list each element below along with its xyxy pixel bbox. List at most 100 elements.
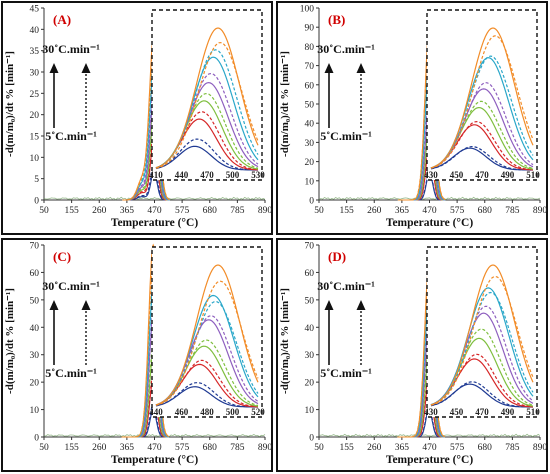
x-tick-label: 260 xyxy=(367,206,382,216)
solid-arrow-head xyxy=(324,300,334,310)
y-tick-label: 100 xyxy=(300,5,315,15)
y-tick-label: 15 xyxy=(30,133,40,143)
inset-x-tick-label: 470 xyxy=(475,407,489,417)
y-tick-label: 5 xyxy=(34,175,39,185)
x-tick-label: 260 xyxy=(92,443,107,453)
solid-arrow-head xyxy=(49,300,59,310)
x-tick-label: 260 xyxy=(367,443,382,453)
y-axis-label: -d(m/m₀)/dt % [min⁻¹] xyxy=(4,288,16,394)
inset-x-tick-label: 480 xyxy=(200,407,214,417)
rate-low-label: 5˚C.min⁻¹ xyxy=(320,129,372,143)
y-tick-label: 30 xyxy=(305,351,315,361)
x-tick-label: 680 xyxy=(478,206,493,216)
y-tick-label: 70 xyxy=(305,62,315,72)
inset-x-tick-label: 500 xyxy=(226,407,240,417)
panel-letter: (D) xyxy=(328,249,346,264)
chart-panel-d: 0 10 20 30 40 50 60 70 50 155 260 365 470 575 680 785 89… xyxy=(276,238,548,472)
x-tick-label: 785 xyxy=(230,443,245,453)
rate-high-label: 30˚C.min⁻¹ xyxy=(317,42,375,56)
y-tick-label: 40 xyxy=(305,120,315,130)
panel-letter: (B) xyxy=(328,12,345,27)
series-line xyxy=(397,279,445,438)
x-tick-label: 680 xyxy=(203,443,218,453)
dotted-arrow-head xyxy=(356,300,366,310)
x-tick-label: 155 xyxy=(340,206,355,216)
x-tick-label: 785 xyxy=(230,206,245,216)
x-tick-label: 50 xyxy=(314,443,324,453)
x-tick-label: 50 xyxy=(314,206,324,216)
y-tick-label: 45 xyxy=(30,5,40,15)
dotted-arrow-head xyxy=(81,63,91,73)
inset-x-tick-label: 430 xyxy=(424,170,438,180)
rate-low-label: 5˚C.min⁻¹ xyxy=(45,366,97,380)
y-tick-label: 70 xyxy=(305,242,315,252)
y-tick-label: 0 xyxy=(34,434,39,444)
y-tick-label: 20 xyxy=(305,158,315,168)
y-tick-label: 20 xyxy=(30,379,40,389)
inset-frame xyxy=(426,9,538,181)
inset-x-tick-label: 430 xyxy=(424,407,438,417)
panel-letter: (C) xyxy=(53,249,71,264)
x-tick-label: 155 xyxy=(65,443,80,453)
solid-arrow-head xyxy=(49,63,59,73)
x-tick-label: 575 xyxy=(450,443,465,453)
x-tick-label: 155 xyxy=(65,206,80,216)
inset-x-tick-label: 490 xyxy=(501,170,515,180)
x-tick-label: 890 xyxy=(258,206,273,216)
panel-letter: (A) xyxy=(53,12,71,27)
x-tick-label: 680 xyxy=(478,443,493,453)
baseline-noise xyxy=(43,196,266,201)
x-tick-label: 50 xyxy=(39,443,49,453)
x-tick-label: 365 xyxy=(395,206,410,216)
dotted-arrow-head xyxy=(356,63,366,73)
y-tick-label: 10 xyxy=(305,177,315,187)
rate-high-label: 30˚C.min⁻¹ xyxy=(42,42,100,56)
y-tick-label: 10 xyxy=(30,154,40,164)
x-axis-label: Temperature (°C) xyxy=(386,217,473,229)
x-tick-label: 365 xyxy=(395,443,410,453)
inset-series-line xyxy=(430,35,534,169)
inset-series-line xyxy=(155,280,259,406)
inset-x-tick-label: 530 xyxy=(251,170,265,180)
inset-series-line xyxy=(430,291,534,406)
x-tick-label: 50 xyxy=(39,206,49,216)
panel-frame xyxy=(276,1,548,235)
series-line xyxy=(121,265,170,438)
x-tick-label: 260 xyxy=(92,206,107,216)
baseline-noise xyxy=(43,433,266,438)
x-tick-label: 575 xyxy=(450,206,465,216)
x-tick-label: 365 xyxy=(120,443,135,453)
inset-series-line xyxy=(430,275,534,406)
baseline-noise xyxy=(318,196,541,201)
x-tick-label: 890 xyxy=(258,443,273,453)
y-tick-label: 0 xyxy=(309,434,314,444)
inset-series-line xyxy=(155,138,259,171)
chart-panel-c: 0 10 20 30 40 50 60 70 50 155 260 365 470 575 680 785 89… xyxy=(1,238,273,472)
inset-series-line xyxy=(430,27,534,169)
dotted-arrow-head xyxy=(81,300,91,310)
inset-series-line xyxy=(430,264,534,406)
x-tick-label: 680 xyxy=(203,206,218,216)
panel-frame xyxy=(1,1,273,235)
inset-series-line xyxy=(430,145,533,171)
rate-high-label: 30˚C.min⁻¹ xyxy=(317,279,375,293)
y-tick-label: 60 xyxy=(305,269,315,279)
inset-series-line xyxy=(430,383,533,408)
rate-high-label: 30˚C.min⁻¹ xyxy=(42,279,100,293)
x-tick-label: 785 xyxy=(505,443,520,453)
panel-frame xyxy=(276,238,548,472)
y-tick-label: 40 xyxy=(305,324,315,334)
inset-series-line xyxy=(430,287,534,406)
x-tick-label: 365 xyxy=(120,206,135,216)
inset-x-tick-label: 470 xyxy=(475,170,489,180)
y-tick-label: 40 xyxy=(30,26,40,36)
y-tick-label: 0 xyxy=(34,197,39,207)
y-tick-label: 60 xyxy=(30,269,40,279)
inset-frame xyxy=(151,9,263,181)
x-axis-label: Temperature (°C) xyxy=(386,454,473,466)
y-axis-label: -d(m/m₀)/dt % [min⁻¹] xyxy=(279,51,291,157)
inset-series-line xyxy=(155,386,258,408)
x-tick-label: 575 xyxy=(175,206,190,216)
inset-series-line xyxy=(155,41,259,169)
